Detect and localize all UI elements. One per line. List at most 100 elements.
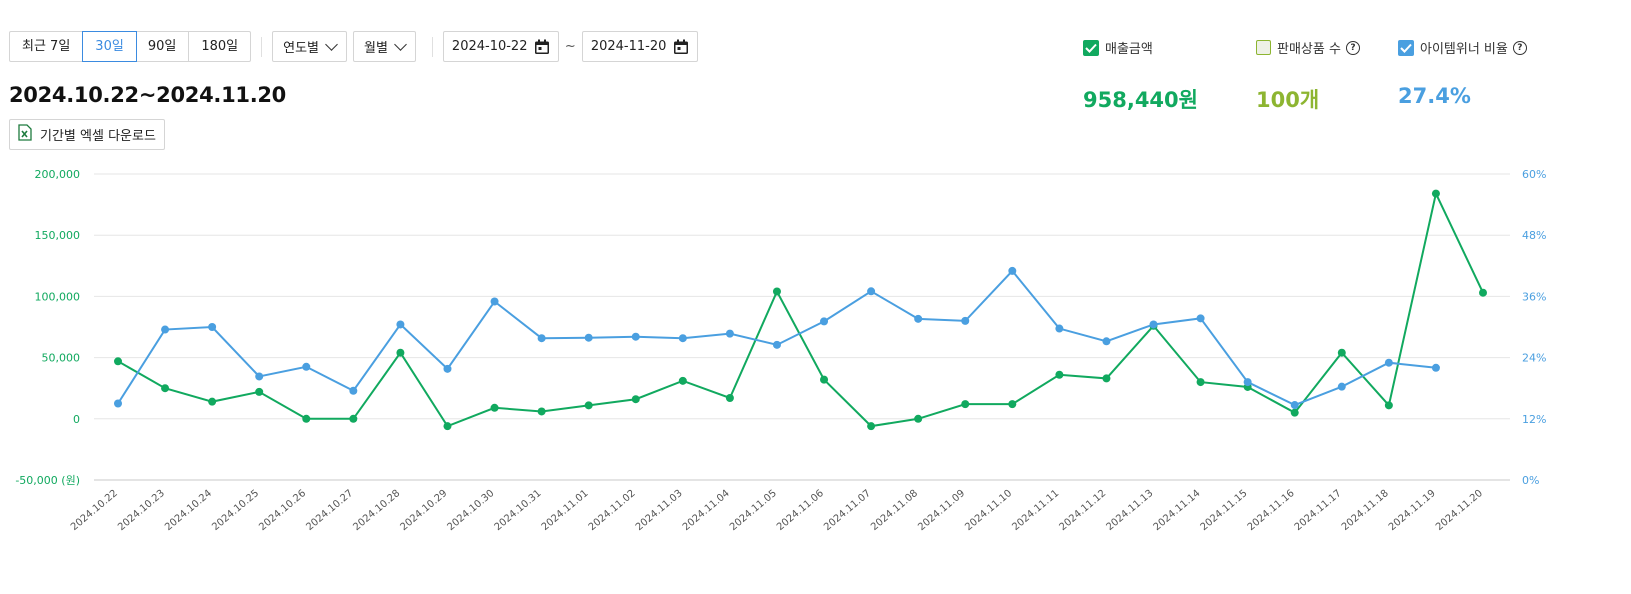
data-point bbox=[208, 323, 217, 331]
calendar-icon[interactable] bbox=[534, 39, 550, 55]
data-point bbox=[961, 316, 970, 325]
data-point bbox=[1149, 321, 1158, 330]
checkbox-icon[interactable] bbox=[1398, 39, 1414, 56]
checkbox-icon[interactable] bbox=[1256, 40, 1271, 55]
y-left-tick-label: -50,000 (원) bbox=[15, 474, 80, 487]
y-left-tick-label: 150,000 bbox=[35, 229, 81, 242]
data-point bbox=[820, 317, 829, 326]
data-point bbox=[255, 387, 264, 396]
data-point bbox=[396, 320, 405, 329]
help-icon[interactable]: ? bbox=[1512, 40, 1527, 55]
data-point bbox=[772, 287, 781, 296]
data-point bbox=[114, 399, 122, 408]
data-point bbox=[1384, 401, 1393, 410]
data-point bbox=[255, 372, 264, 381]
data-point bbox=[1243, 378, 1252, 387]
x-tick-label: 2024.11.03 bbox=[634, 488, 685, 533]
x-tick-label: 2024.11.19 bbox=[1387, 488, 1438, 533]
x-tick-label: 2024.11.12 bbox=[1057, 488, 1108, 533]
data-point bbox=[1102, 374, 1111, 383]
metric-sales: 매출금액 958,440원 bbox=[1083, 38, 1198, 112]
data-point bbox=[914, 414, 923, 423]
excel-icon bbox=[18, 124, 32, 145]
x-tick-label: 2024.11.16 bbox=[1246, 488, 1297, 533]
x-tick-label: 2024.11.09 bbox=[916, 488, 967, 533]
x-tick-label: 2024.11.17 bbox=[1293, 488, 1344, 533]
excel-download-button[interactable]: 기간별 엑셀 다운로드 bbox=[9, 119, 165, 150]
data-point bbox=[302, 414, 311, 423]
period-180d-button[interactable]: 180일 bbox=[201, 39, 239, 54]
x-tick-label: 2024.11.15 bbox=[1199, 488, 1250, 533]
data-point bbox=[1479, 288, 1487, 297]
data-point bbox=[537, 334, 546, 343]
chevron-down-icon bbox=[394, 37, 407, 51]
y-right-tick-label: 48% bbox=[1522, 229, 1546, 242]
data-point bbox=[678, 334, 687, 343]
data-point bbox=[867, 287, 876, 296]
x-tick-label: 2024.11.18 bbox=[1340, 488, 1391, 533]
y-right-tick-label: 12% bbox=[1522, 413, 1546, 426]
series-line bbox=[117, 269, 1437, 407]
data-point bbox=[161, 384, 170, 393]
end-date-input[interactable]: 2024-11-20 bbox=[581, 31, 698, 62]
data-point bbox=[443, 422, 452, 431]
data-point bbox=[678, 376, 687, 385]
filter-toolbar: 최근 7일 30일 90일 180일 연도별 월별 2024-10-22 ~ 2… bbox=[9, 31, 698, 62]
y-left-tick-label: 100,000 bbox=[35, 290, 81, 303]
data-point bbox=[1055, 370, 1064, 379]
yearly-select[interactable]: 연도별 bbox=[272, 31, 347, 62]
data-point bbox=[584, 401, 593, 410]
data-point bbox=[584, 333, 593, 342]
x-tick-label: 2024.10.25 bbox=[210, 488, 261, 533]
x-tick-label: 2024.11.14 bbox=[1152, 488, 1203, 533]
period-7d-button[interactable]: 최근 7일 bbox=[10, 32, 84, 61]
x-tick-label: 2024.10.26 bbox=[257, 488, 308, 533]
metric-winner-ratio: 아이템위너 비율 ? 27.4% bbox=[1398, 38, 1527, 108]
data-point bbox=[114, 357, 122, 366]
y-left-tick-label: 200,000 bbox=[35, 168, 81, 181]
data-point bbox=[1196, 314, 1205, 323]
calendar-icon[interactable] bbox=[673, 39, 689, 55]
x-tick-label: 2024.11.13 bbox=[1105, 488, 1156, 533]
period-button-group: 최근 7일 30일 90일 180일 bbox=[9, 31, 252, 62]
x-tick-label: 2024.11.06 bbox=[775, 488, 826, 533]
checkbox-icon[interactable] bbox=[1083, 39, 1099, 56]
data-point bbox=[1290, 408, 1299, 417]
end-date-value: 2024-11-20 bbox=[590, 39, 667, 54]
y-right-tick-label: 0% bbox=[1522, 474, 1539, 487]
x-tick-label: 2024.10.28 bbox=[351, 488, 402, 533]
data-point bbox=[1431, 363, 1440, 372]
metric-products: 판매상품 수 ? 100개 bbox=[1256, 38, 1360, 112]
x-tick-label: 2024.11.02 bbox=[587, 488, 638, 533]
data-point bbox=[820, 375, 829, 384]
help-icon[interactable]: ? bbox=[1345, 40, 1360, 55]
data-point bbox=[1008, 400, 1017, 409]
x-tick-label: 2024.10.29 bbox=[398, 488, 449, 533]
series-line bbox=[117, 190, 1484, 428]
monthly-select[interactable]: 월별 bbox=[353, 31, 416, 62]
metric-ratio-label: 아이템위너 비율 bbox=[1420, 42, 1508, 57]
start-date-input[interactable]: 2024-10-22 bbox=[442, 31, 559, 62]
x-tick-label: 2024.11.05 bbox=[728, 488, 779, 533]
data-point bbox=[349, 386, 358, 395]
toolbar-divider bbox=[261, 36, 263, 57]
period-30d-button[interactable]: 30일 bbox=[82, 31, 137, 62]
data-point bbox=[961, 400, 970, 409]
x-tick-label: 2024.10.30 bbox=[446, 488, 497, 533]
data-point bbox=[1055, 324, 1064, 333]
data-point bbox=[725, 329, 734, 338]
data-point bbox=[1149, 320, 1158, 329]
data-point bbox=[490, 297, 499, 306]
data-point bbox=[302, 362, 311, 371]
data-point bbox=[1196, 378, 1205, 387]
data-point bbox=[161, 325, 170, 334]
period-90d-button[interactable]: 90일 bbox=[136, 32, 190, 61]
start-date-value: 2024-10-22 bbox=[451, 39, 528, 54]
monthly-select-label: 월별 bbox=[364, 41, 388, 56]
data-point bbox=[1102, 337, 1111, 346]
data-point bbox=[914, 314, 923, 323]
data-point bbox=[1290, 401, 1299, 410]
data-point bbox=[725, 393, 734, 402]
yearly-select-label: 연도별 bbox=[283, 41, 319, 56]
x-tick-label: 2024.11.04 bbox=[681, 488, 732, 533]
